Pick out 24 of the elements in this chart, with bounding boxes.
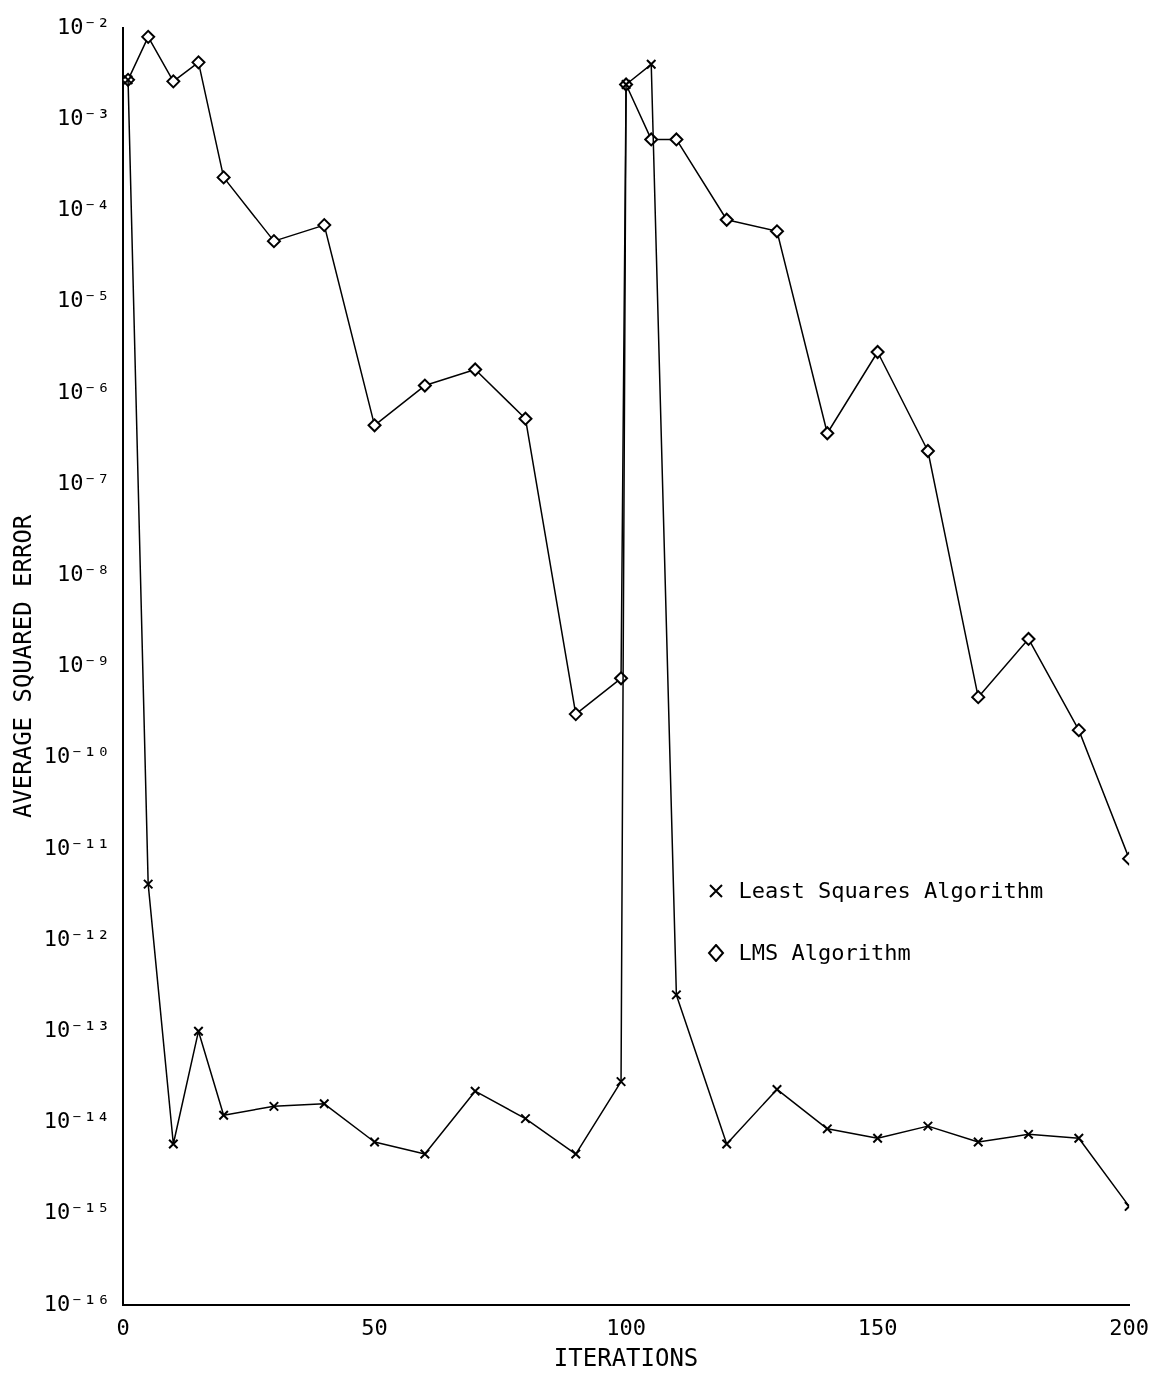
legend-label: LMS Algorithm	[738, 940, 911, 966]
y-tick-label: 10⁻¹⁵	[43, 1199, 111, 1225]
y-tick-label: 10⁻⁷	[57, 469, 111, 495]
x-tick-label: 150	[857, 1314, 898, 1340]
legend-label: Least Squares Algorithm	[738, 878, 1044, 904]
y-tick-label: 10⁻¹³	[43, 1016, 111, 1042]
x-tick-label: 50	[361, 1314, 388, 1340]
x-axis-title: ITERATIONS	[553, 1343, 699, 1372]
y-tick-label: 10⁻²	[57, 13, 111, 39]
y-tick-label: 10⁻⁴	[57, 196, 111, 222]
x-tick-label: 200	[1109, 1314, 1150, 1340]
y-axis-title: AVERAGE SQUARED ERROR	[8, 514, 37, 819]
x-tick-label: 100	[606, 1314, 646, 1340]
y-tick-label: 10⁻¹¹	[43, 834, 111, 860]
x-tick-label: 0	[116, 1314, 130, 1340]
y-tick-label: 10⁻⁸	[57, 560, 111, 586]
y-tick-label: 10⁻⁶	[57, 378, 111, 404]
y-tick-label: 10⁻³	[57, 104, 111, 130]
y-tick-label: 10⁻¹⁰	[43, 743, 111, 769]
y-tick-label: 10⁻⁹	[57, 652, 111, 678]
y-tick-label: 10⁻¹⁴	[43, 1108, 111, 1134]
y-tick-label: 10⁻¹⁶	[43, 1290, 111, 1316]
y-tick-label: 10⁻⁵	[57, 287, 111, 313]
y-tick-label: 10⁻¹²	[43, 925, 111, 951]
